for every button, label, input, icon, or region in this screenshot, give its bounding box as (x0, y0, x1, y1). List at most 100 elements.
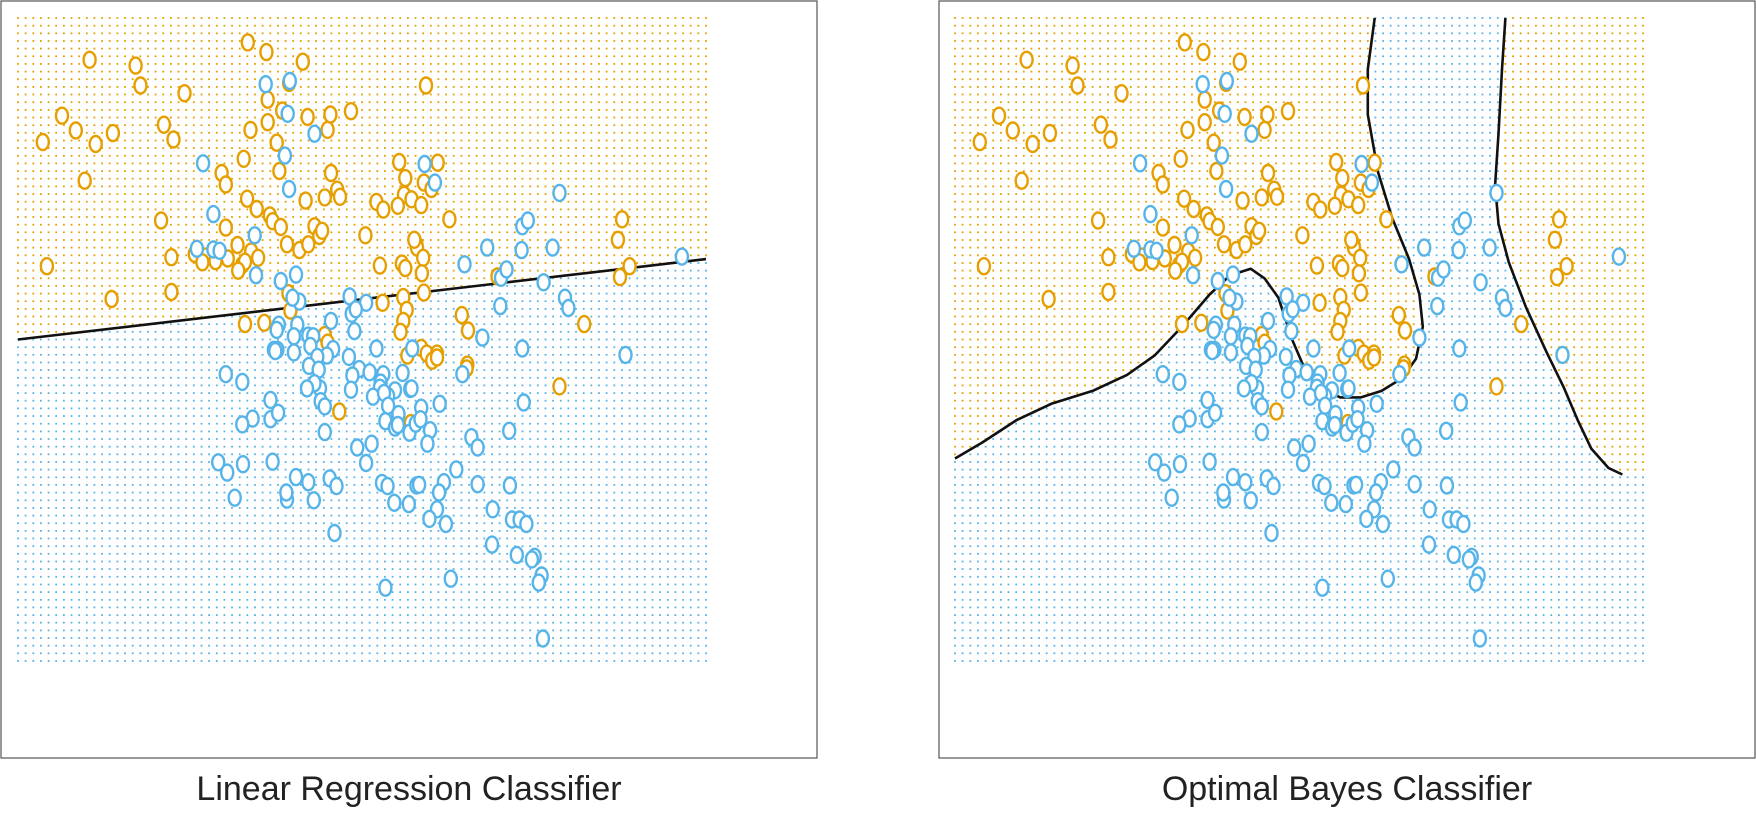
grid-dot (154, 262, 157, 264)
grid-dot (17, 476, 19, 479)
grid-dot (40, 575, 42, 578)
grid-dot (24, 70, 27, 73)
grid-dot (299, 70, 302, 73)
grid-dot (277, 208, 279, 211)
grid-dot (452, 484, 455, 486)
grid-dot (384, 330, 386, 333)
grid-dot (85, 484, 88, 486)
grid-dot (208, 644, 210, 647)
grid-dot (376, 109, 379, 111)
grid-dot (85, 407, 88, 410)
grid-dot (292, 445, 295, 448)
grid-dot (154, 162, 157, 165)
grid-dot (108, 445, 111, 448)
grid-dot (277, 384, 279, 387)
grid-dot (269, 637, 272, 639)
grid-dot (299, 514, 302, 517)
grid-dot (192, 116, 195, 119)
grid-dot (200, 637, 203, 639)
grid-dot (215, 476, 218, 479)
grid-dot (40, 606, 42, 609)
grid-dot (238, 292, 241, 295)
grid-dot (376, 598, 379, 601)
grid-dot (85, 292, 88, 295)
grid-dot (78, 507, 81, 509)
grid-dot (254, 399, 256, 402)
grid-dot (315, 438, 317, 440)
grid-dot (40, 438, 42, 440)
grid-dot (452, 376, 455, 379)
grid-dot (437, 32, 440, 35)
grid-dot (292, 537, 295, 540)
grid-dot (254, 32, 256, 35)
grid-dot (330, 376, 333, 379)
grid-dot (215, 537, 218, 540)
grid-dot (116, 545, 119, 548)
grid-dot (170, 583, 172, 586)
grid-dot (422, 660, 425, 662)
grid-dot (399, 40, 402, 42)
grid-dot (154, 63, 157, 65)
grid-dot (101, 384, 103, 387)
grid-dot (322, 568, 325, 570)
grid-dot (177, 644, 180, 647)
grid-dot (147, 63, 149, 65)
grid-dot (223, 277, 226, 280)
grid-dot (353, 468, 356, 471)
grid-dot (376, 468, 379, 471)
grid-dot (246, 652, 249, 655)
grid-dot (452, 430, 455, 433)
grid-dot (345, 430, 348, 433)
grid-dot (361, 139, 363, 142)
grid-dot (192, 70, 195, 73)
grid-dot (269, 530, 272, 532)
grid-dot (231, 24, 233, 27)
grid-dot (47, 346, 50, 349)
grid-dot (154, 461, 157, 463)
grid-dot (307, 621, 310, 624)
grid-dot (47, 484, 50, 486)
grid-dot (292, 40, 295, 42)
grid-dot (101, 70, 103, 73)
grid-dot (154, 453, 157, 456)
grid-dot (246, 109, 249, 111)
grid-dot (261, 308, 264, 310)
grid-dot (70, 170, 73, 172)
grid-dot (246, 300, 249, 303)
grid-dot (437, 254, 440, 257)
grid-dot (17, 323, 19, 326)
grid-dot (63, 530, 65, 532)
grid-dot (338, 131, 340, 134)
grid-dot (231, 285, 233, 287)
grid-dot (338, 629, 340, 632)
grid-dot (63, 537, 65, 540)
grid-dot (101, 453, 103, 456)
grid-dot (139, 346, 142, 349)
grid-dot (208, 453, 210, 456)
grid-dot (192, 109, 195, 111)
grid-dot (277, 606, 279, 609)
grid-dot (361, 254, 363, 257)
grid-dot (116, 407, 119, 410)
grid-dot (307, 568, 310, 570)
grid-dot (391, 461, 394, 463)
grid-dot (162, 101, 165, 104)
grid-dot (185, 262, 188, 264)
grid-dot (361, 208, 363, 211)
grid-dot (108, 55, 111, 58)
grid-dot (299, 598, 302, 601)
grid-dot (147, 369, 149, 371)
grid-dot (47, 507, 50, 509)
grid-dot (246, 606, 249, 609)
grid-dot (215, 369, 218, 371)
grid-dot (452, 40, 455, 42)
grid-dot (429, 330, 432, 333)
grid-dot (384, 239, 386, 241)
grid-dot (261, 399, 264, 402)
grid-dot (124, 392, 126, 394)
grid-dot (445, 254, 447, 257)
grid-dot (192, 55, 195, 58)
grid-dot (192, 63, 195, 65)
grid-dot (131, 392, 134, 394)
grid-dot (162, 422, 165, 425)
